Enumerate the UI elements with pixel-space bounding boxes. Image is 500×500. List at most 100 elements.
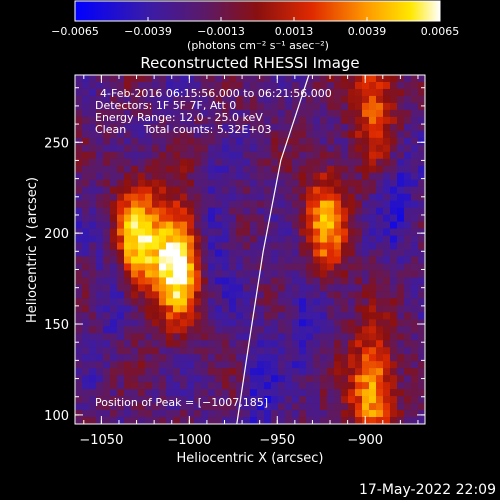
heatmap-cell (250, 123, 258, 132)
heatmap-cell (383, 270, 391, 278)
heatmap-cell (117, 319, 125, 327)
heatmap-cell (299, 305, 307, 313)
heatmap-cell (264, 389, 272, 397)
heatmap-cell (320, 137, 328, 146)
heatmap-cell (173, 81, 181, 90)
heatmap-cell (257, 312, 265, 320)
heatmap-cell (180, 326, 188, 334)
heatmap-cell (369, 207, 377, 215)
heatmap-cell (229, 312, 237, 320)
heatmap-cell (75, 277, 83, 285)
heatmap-cell (152, 284, 160, 292)
heatmap-cell (376, 375, 384, 383)
heatmap-cell (124, 123, 132, 132)
heatmap-cell (341, 298, 349, 306)
heatmap-cell (257, 354, 265, 362)
heatmap-cell (138, 75, 146, 83)
heatmap-cell (159, 403, 167, 411)
heatmap-cell (82, 389, 90, 397)
heatmap-cell (376, 326, 384, 334)
heatmap-cell (215, 410, 223, 418)
heatmap-cell (89, 284, 97, 292)
heatmap-cell (208, 130, 216, 139)
heatmap-cell (173, 312, 181, 320)
heatmap-cell (243, 200, 251, 209)
heatmap-cell (152, 214, 160, 222)
heatmap-cell (292, 291, 300, 299)
heatmap-cell (390, 179, 398, 188)
heatmap-cell (313, 389, 321, 397)
heatmap-cell (397, 172, 405, 181)
heatmap-cell (292, 144, 300, 153)
heatmap-cell (348, 403, 356, 411)
heatmap-cell (215, 403, 223, 411)
heatmap-cell (299, 333, 307, 341)
heatmap-cell (229, 144, 237, 153)
heatmap-cell (264, 333, 272, 341)
heatmap-cell (194, 214, 202, 222)
heatmap-cell (348, 375, 356, 383)
heatmap-cell (145, 375, 153, 383)
heatmap-cell (208, 179, 216, 188)
heatmap-cell (397, 312, 405, 320)
heatmap-cell (334, 95, 342, 104)
heatmap-cell (250, 256, 258, 264)
heatmap-cell (187, 368, 195, 376)
heatmap-cell (243, 256, 251, 264)
heatmap-cell (250, 249, 258, 257)
heatmap-cell (173, 130, 181, 139)
heatmap-cell (257, 200, 265, 209)
heatmap-cell (397, 354, 405, 362)
heatmap-cell (306, 235, 314, 243)
heatmap-cell (250, 235, 258, 243)
heatmap-cell (201, 326, 209, 334)
heatmap-cell (180, 256, 188, 264)
heatmap-cell (124, 137, 132, 146)
heatmap-cell (187, 284, 195, 292)
heatmap-cell (397, 200, 405, 209)
heatmap-cell (201, 221, 209, 229)
heatmap-cell (341, 144, 349, 153)
heatmap-cell (341, 130, 349, 139)
heatmap-cell (187, 347, 195, 355)
heatmap-cell (236, 256, 244, 264)
heatmap-cell (96, 207, 104, 215)
heatmap-cell (145, 165, 153, 174)
heatmap-cell (250, 165, 258, 174)
heatmap-cell (341, 410, 349, 418)
heatmap-cell (166, 193, 174, 202)
heatmap-cell (383, 396, 391, 404)
heatmap-cell (320, 270, 328, 278)
heatmap-cell (145, 249, 153, 257)
heatmap-cell (145, 102, 153, 111)
heatmap-cell (124, 109, 132, 118)
heatmap-cell (348, 361, 356, 369)
heatmap-cell (257, 305, 265, 313)
heatmap-cell (166, 417, 174, 425)
plot-title: Reconstructed RHESSI Image (140, 54, 359, 72)
heatmap-cell (376, 207, 384, 215)
heatmap-cell (355, 263, 363, 271)
heatmap-cell (369, 242, 377, 250)
heatmap-cell (404, 179, 412, 188)
heatmap-cell (82, 375, 90, 383)
heatmap-cell (278, 382, 286, 390)
heatmap-cell (166, 333, 174, 341)
heatmap-cell (215, 340, 223, 348)
heatmap-cell (348, 214, 356, 222)
heatmap-cell (264, 102, 272, 111)
heatmap-cell (264, 312, 272, 320)
heatmap-cell (75, 88, 83, 97)
heatmap-cell (362, 326, 370, 334)
heatmap-cell (236, 123, 244, 132)
heatmap-cell (201, 144, 209, 153)
heatmap-cell (334, 270, 342, 278)
heatmap-cell (138, 88, 146, 97)
heatmap-cell (285, 375, 293, 383)
heatmap-cell (397, 88, 405, 97)
heatmap-cell (278, 165, 286, 174)
heatmap-cell (208, 284, 216, 292)
heatmap-cell (369, 326, 377, 334)
heatmap-cell (243, 410, 251, 418)
heatmap-cell (418, 228, 426, 236)
